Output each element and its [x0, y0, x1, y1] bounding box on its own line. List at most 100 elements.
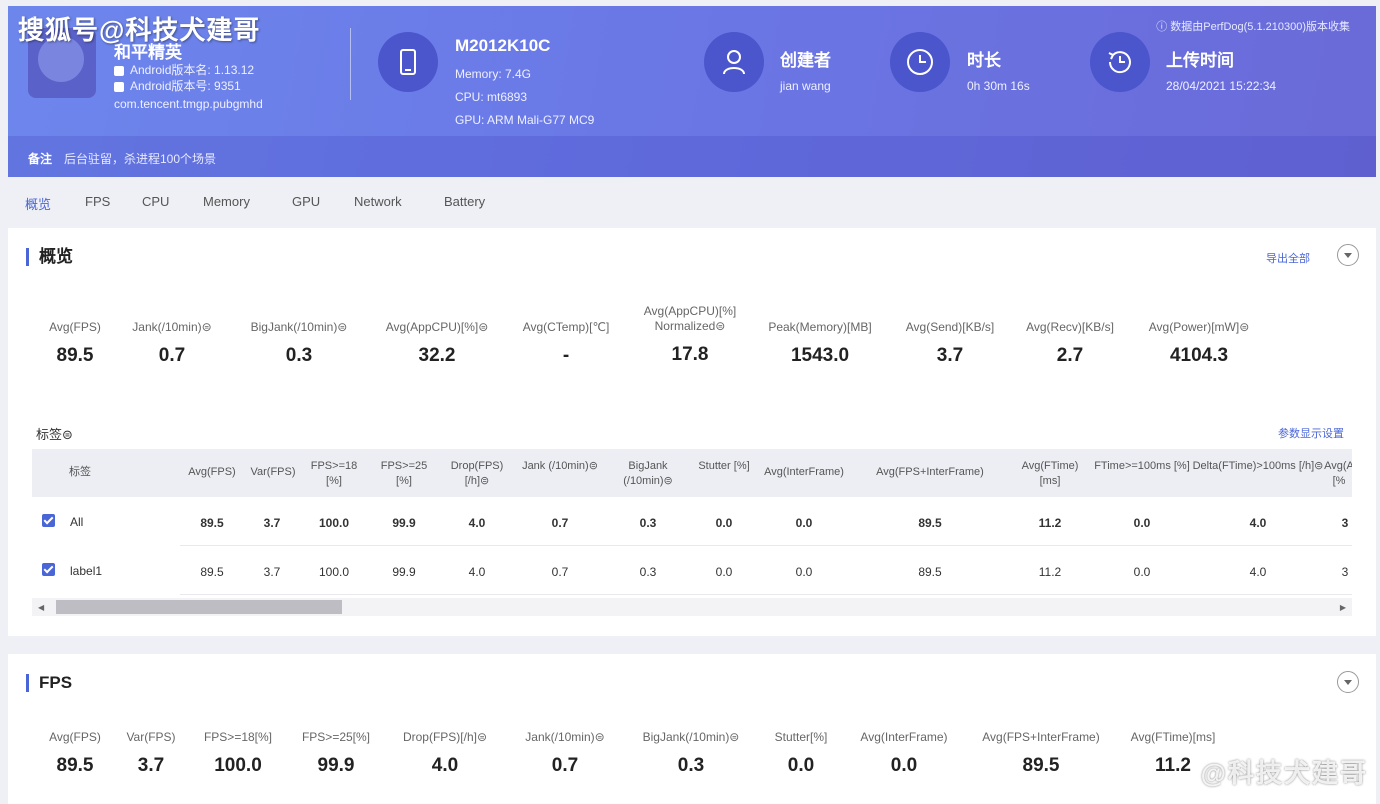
table-cell: 11.2 — [1038, 516, 1062, 530]
table-cell: 89.5 — [200, 565, 224, 579]
fps-metric-avg: Avg(FPS) 89.5 — [49, 730, 101, 776]
fps-title: FPS — [26, 674, 72, 692]
metric-avg-appcpu: Avg(AppCPU)[%]⊜ 32.2 — [385, 320, 489, 366]
overview-title: 概览 — [26, 248, 73, 266]
table-cell: 100.0 — [318, 516, 350, 530]
watermark-top: 搜狐号@科技犬建哥 — [18, 15, 261, 45]
fps-metric-fps25: FPS>=25[%] 99.9 — [301, 730, 371, 776]
phone-icon — [378, 32, 438, 92]
table-cell: 4.0 — [1249, 565, 1267, 579]
param-settings-link[interactable]: 参数显示设置 — [1278, 428, 1344, 440]
header-divider — [350, 28, 351, 100]
device-memory: Memory: 7.4G — [455, 67, 532, 81]
table-cell: 3 — [1341, 516, 1349, 530]
perfdog-tip: ⓘ 数据由PerfDog(5.1.210300)版本收集 — [1156, 21, 1350, 33]
tab-fps[interactable]: FPS — [85, 194, 111, 209]
history-icon — [1090, 32, 1150, 92]
table-cell: 89.5 — [918, 516, 942, 530]
table-cell: 4.0 — [468, 516, 486, 530]
creator-title: 创建者 — [780, 51, 831, 70]
table-cell: 0.7 — [551, 565, 569, 579]
android-icon — [114, 81, 124, 92]
scroll-right-icon[interactable]: ▶ — [1339, 603, 1346, 612]
tab-overview[interactable]: 概览 — [25, 197, 52, 212]
scroll-thumb[interactable] — [56, 600, 342, 614]
metric-jank: Jank(/10min)⊜ 0.7 — [132, 320, 212, 366]
th-interframe: Avg(InterFrame) — [764, 466, 844, 478]
th-delta-ftime: Delta(FTime)>100ms [/h]⊜ — [1192, 460, 1324, 472]
overview-card: 概览 导出全部 Avg(FPS) 89.5 Jank(/10min)⊜ 0.7 Bi… — [8, 228, 1376, 636]
table-cell: 100.0 — [318, 565, 350, 579]
fps-metric-bigjank: BigJank(/10min)⊜ 0.3 — [642, 730, 740, 776]
row-label: label1 — [70, 564, 103, 578]
tab-network[interactable]: Network — [354, 194, 402, 209]
th-fps18: FPS>=18 [%] — [310, 460, 358, 487]
fps-metric-var: Var(FPS) 3.7 — [126, 730, 176, 776]
metric-avg-send: Avg(Send)[KB/s] 3.7 — [905, 320, 995, 366]
table-cell: 0.0 — [715, 516, 733, 530]
user-icon — [704, 32, 764, 92]
th-fps25: FPS>=25 [%] — [380, 460, 428, 487]
table-cell: 0.7 — [551, 516, 569, 530]
collapse-fps-button[interactable] — [1337, 671, 1359, 693]
tab-cpu[interactable]: CPU — [142, 194, 170, 209]
android-version-name: Android版本名: 1.13.12 — [114, 61, 254, 78]
table-cell: 89.5 — [918, 565, 942, 579]
metric-avg-fps: Avg(FPS) 89.5 — [49, 320, 101, 366]
fps-metric-jank: Jank(/10min)⊜ 0.7 — [525, 730, 605, 776]
tab-battery[interactable]: Battery — [444, 194, 486, 209]
fps-metric-fps18: FPS>=18[%] 100.0 — [203, 730, 273, 776]
fps-metric-drop: Drop(FPS)[/h]⊜ 4.0 — [402, 730, 488, 776]
note-text: 后台驻留，杀进程100个场景 — [64, 152, 217, 166]
creator-value: jian wang — [780, 79, 831, 93]
app-name: 和平精英 — [114, 43, 182, 62]
table-cell: 99.9 — [392, 516, 416, 530]
table-cell: 3.7 — [263, 516, 281, 530]
device-gpu: GPU: ARM Mali-G77 MC9 — [455, 113, 595, 127]
tab-memory[interactable]: Memory — [203, 194, 250, 209]
note-label: 备注 — [28, 152, 53, 166]
fps-card: FPS Avg(FPS) 89.5 Var(FPS) 3.7 FPS>=18[%] 1… — [8, 654, 1376, 804]
table-cell: 0.0 — [1133, 565, 1151, 579]
app-icon — [28, 28, 96, 98]
fps-metric-fps-interframe: Avg(FPS+InterFrame) 89.5 — [982, 730, 1100, 776]
table-cell: 0.3 — [639, 516, 657, 530]
labels-title: 标签⊜ — [36, 427, 73, 442]
table-cell: 0.0 — [715, 565, 733, 579]
scroll-left-icon[interactable]: ◀ — [38, 603, 45, 612]
table-cell: 99.9 — [392, 565, 416, 579]
th-bigjank: BigJank (/10min)⊜ — [623, 460, 673, 487]
table-cell: 11.2 — [1038, 565, 1062, 579]
th-stutter: Stutter [%] — [698, 460, 750, 472]
tab-gpu[interactable]: GPU — [292, 194, 321, 209]
metric-appcpu-normalized: Avg(AppCPU)[%] Normalized⊜ 17.8 — [643, 304, 737, 365]
fps-metric-interframe: Avg(InterFrame) 0.0 — [860, 730, 948, 776]
th-jank: Jank (/10min)⊜ — [522, 460, 598, 472]
android-version-code: Android版本号: 9351 — [114, 77, 241, 94]
horizontal-scrollbar[interactable]: ◀ ▶ — [32, 598, 1352, 616]
table-row: All 89.5 3.7 100.0 99.9 4.0 0.7 0.3 0.0 … — [32, 498, 1352, 546]
row-checkbox[interactable] — [42, 563, 55, 576]
th-ftime100: FTime>=100ms [%] — [1094, 460, 1190, 472]
th-drop: Drop(FPS) [/h]⊜ — [450, 460, 504, 487]
row-checkbox[interactable] — [42, 514, 55, 527]
note-bar: 备注 后台驻留，杀进程100个场景 — [8, 136, 1376, 177]
metric-avg-power: Avg(Power)[mW]⊜ 4104.3 — [1148, 320, 1250, 366]
table-header: 标签 Avg(FPS) Var(FPS) FPS>=18 [%] FPS>=25… — [32, 449, 1352, 497]
th-avg-a: Avg(A [% — [1324, 460, 1352, 487]
labels-table: 标签 Avg(FPS) Var(FPS) FPS>=18 [%] FPS>=25… — [32, 449, 1352, 619]
export-all-link[interactable]: 导出全部 — [1266, 253, 1310, 265]
metric-avg-recv: Avg(Recv)[KB/s] 2.7 — [1026, 320, 1114, 366]
device-name: M2012K10C — [455, 36, 551, 55]
table-cell: 3.7 — [263, 565, 281, 579]
table-cell: 0.0 — [795, 565, 813, 579]
package-name: com.tencent.tmgp.pubgmhd — [114, 97, 263, 111]
fps-metric-stutter: Stutter[%] 0.0 — [774, 730, 828, 776]
th-ftime: Avg(FTime) [ms] — [1021, 460, 1079, 487]
upload-title: 上传时间 — [1166, 51, 1234, 70]
metric-bigjank: BigJank(/10min)⊜ 0.3 — [250, 320, 348, 366]
th-fps-interframe: Avg(FPS+InterFrame) — [876, 466, 984, 478]
collapse-overview-button[interactable] — [1337, 244, 1359, 266]
table-cell: 3 — [1341, 565, 1349, 579]
info-icon: ⓘ — [1156, 21, 1171, 33]
